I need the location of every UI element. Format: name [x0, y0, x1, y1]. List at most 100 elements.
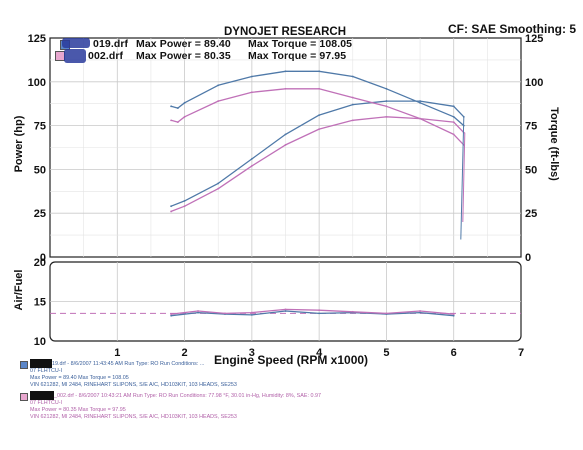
- y2-tick-label-75: 75: [525, 121, 537, 133]
- main-series-1-point-6: [318, 70, 321, 73]
- main-series-1-point-10: [452, 115, 455, 118]
- main-series-1-point-8: [385, 87, 388, 90]
- main-series-2-point-9: [452, 121, 455, 123]
- main-series-0-point-1: [183, 200, 186, 202]
- af-series-1-point-0: [170, 313, 173, 316]
- footer-run1-line1: 19.drf - 8/6/2007 11:43:45 AM Run Type: …: [52, 361, 205, 367]
- af-tick-label-15: 15: [34, 297, 46, 309]
- af-series-0-line: [171, 310, 454, 317]
- y2-tick-label-100: 100: [525, 77, 543, 89]
- main-series-3-point-2: [183, 115, 186, 118]
- main-series-1-point-5: [284, 70, 287, 73]
- x-tick-label-2: 2: [182, 347, 188, 359]
- cf-smoothing-label: CF: SAE Smoothing: 5: [448, 22, 576, 36]
- chart-title: DYNOJET RESEARCH: [224, 26, 347, 38]
- x-tick-label-5: 5: [383, 347, 389, 359]
- af-series-1-point-4: [284, 308, 287, 311]
- af-series-0-point-0: [170, 314, 173, 317]
- main-series-3-point-0: [170, 119, 173, 122]
- af-series-0-point-1: [197, 311, 199, 314]
- x-tick-label-4: 4: [316, 347, 323, 359]
- af-series-1-line: [171, 308, 454, 315]
- run2-dropoff-line: [462, 132, 466, 222]
- af-series-0-point-5: [318, 312, 321, 315]
- main-series-1-point-1: [176, 107, 179, 109]
- main-series-0-point-5: [318, 114, 321, 116]
- main-series-3-point-5: [284, 87, 287, 90]
- af-series-0-point-8: [419, 311, 421, 314]
- y-tick-label-125: 125: [28, 33, 46, 45]
- footer-run1-line3: Max Power = 89.40 Max Torque = 108.05: [30, 375, 129, 381]
- main-series-0-point-0: [170, 205, 173, 208]
- main-series-0-point-7: [385, 100, 388, 102]
- main-series-0-point-4: [284, 133, 287, 136]
- af-series-0-point-4: [284, 310, 287, 312]
- main-series-3-point-6: [318, 87, 321, 90]
- af-series-1-point-7: [385, 312, 388, 315]
- af-series-0-point-9: [452, 314, 455, 317]
- y2-tick-label-0: 0: [525, 252, 531, 264]
- y-tick-label-0: 0: [40, 252, 46, 264]
- af-series-1-point-5: [318, 309, 321, 312]
- main-series-1-point-2: [183, 101, 186, 104]
- y-tick-label-100: 100: [28, 77, 46, 89]
- af-series-1-point-2: [224, 312, 226, 315]
- footer-run2-line3: Max Power = 80.35 Max Torque = 97.95: [30, 407, 126, 413]
- af-series-1-point-8: [419, 310, 421, 312]
- legend-run2-max-torque: Max Torque = 97.95: [248, 50, 347, 62]
- main-series-2-point-1: [183, 205, 186, 208]
- legend-run1-file: 019.drf: [93, 38, 129, 50]
- main-series-2-point-3: [250, 164, 253, 167]
- af-series-1-point-6: [351, 310, 354, 313]
- y-axis-title-torque: Torque (ft-lbs): [548, 107, 560, 181]
- af-series-1-point-1: [197, 310, 199, 312]
- redaction-mark-1: [30, 359, 52, 368]
- main-series-3-line: [170, 88, 465, 146]
- y-tick-label-50: 50: [34, 164, 46, 176]
- main-series-1-point-0: [170, 105, 173, 108]
- main-series-0-point-2: [217, 182, 220, 185]
- main-series-1-point-4: [250, 75, 253, 78]
- x-tick-label-7: 7: [518, 347, 524, 359]
- af-tick-label-10: 10: [34, 336, 46, 348]
- footer-run1-line4: VIN 621282, MI 2484, RINEHART SLIPONS, S…: [30, 382, 237, 388]
- main-series-1-point-9: [419, 101, 421, 104]
- redaction-mark-2: [30, 391, 54, 400]
- footer-run1-line2: 07 FLHTCU-I: [30, 368, 63, 374]
- main-series-0-point-9: [452, 105, 455, 108]
- main-series-3-point-9: [419, 117, 421, 120]
- legend-run1-max-power: Max Power = 89.40: [136, 38, 231, 50]
- main-series-2-point-2: [217, 187, 220, 190]
- af-tick-label-20: 20: [34, 257, 46, 269]
- main-series-3-point-8: [385, 105, 388, 108]
- main-series-0-point-8: [419, 100, 421, 102]
- y-axis-title-power: Power (hp): [13, 115, 25, 173]
- y-tick-label-25: 25: [34, 208, 46, 220]
- run1-dropoff-line: [460, 116, 465, 240]
- y2-tick-label-50: 50: [525, 164, 537, 176]
- af-series-0-point-3: [250, 314, 253, 316]
- scribble-mark-1: [62, 38, 90, 48]
- main-series-0-point-3: [250, 157, 253, 160]
- scribble-mark-2: [64, 49, 86, 63]
- main-series-2-point-6: [351, 119, 354, 122]
- y2-tick-label-25: 25: [525, 208, 537, 220]
- main-series-3-point-4: [250, 91, 253, 94]
- legend-run1-max-torque: Max Torque = 108.05: [248, 38, 353, 50]
- main-series-3-point-10: [452, 133, 455, 136]
- x-tick-label-3: 3: [249, 347, 255, 359]
- x-tick-label-6: 6: [451, 347, 457, 359]
- main-series-2-point-7: [385, 115, 388, 118]
- af-axis-title: Air/Fuel: [13, 269, 25, 311]
- af-series-1-point-9: [452, 313, 455, 316]
- main-series-0-point-6: [351, 103, 354, 106]
- main-series-3-point-7: [351, 96, 354, 99]
- footer-run1-swatch: [20, 361, 28, 369]
- legend-run2-file: 002.drf: [88, 50, 124, 62]
- main-series-2-point-5: [318, 128, 321, 131]
- main-series-1-point-7: [351, 75, 354, 78]
- main-series-1-line: [170, 70, 465, 127]
- main-series-3-point-1: [176, 121, 179, 123]
- main-series-3-point-3: [217, 100, 220, 102]
- main-series-1-point-3: [217, 84, 220, 87]
